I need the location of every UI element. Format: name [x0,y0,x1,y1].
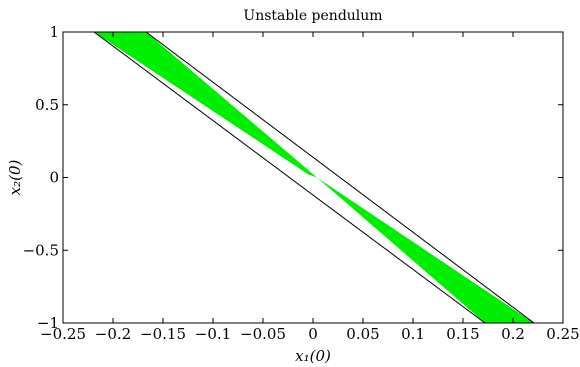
boundary-line-2 [145,32,535,323]
x-tick-label: −0.25 [40,325,86,343]
x-tick-label: 0 [308,325,318,343]
shaded-region-1 [94,32,317,178]
y-tick-label: 0.5 [35,96,59,114]
x-tick-label: −0.05 [240,325,286,343]
x-tick-label: −0.2 [95,325,131,343]
plot-area [93,32,535,323]
y-tick-label: −0.5 [23,241,59,259]
x-tick-label: 0.05 [346,325,379,343]
x-tick-label: 0.1 [401,325,425,343]
y-axis-label: x₂(0) [6,159,24,195]
x-tick-label: −0.15 [140,325,186,343]
shaded-region-2 [317,177,534,323]
x-tick-label: −0.1 [195,325,231,343]
x-tick-label: 0.15 [446,325,479,343]
y-tick-label: −1 [37,314,59,332]
y-tick-label: 1 [49,23,59,41]
x-tick-label: 0.25 [546,325,579,343]
y-tick-label: 0 [49,169,59,187]
x-tick-label: 0.2 [501,325,525,343]
boundary-line-1 [93,32,486,323]
chart-title: Unstable pendulum [243,8,382,24]
axis-ticks: −0.25 −0.2 −0.15 −0.1 −0.05 0 0.05 0.1 0.15 0.2 0.… [23,23,580,343]
x-axis-label: x₁(0) [295,347,331,365]
